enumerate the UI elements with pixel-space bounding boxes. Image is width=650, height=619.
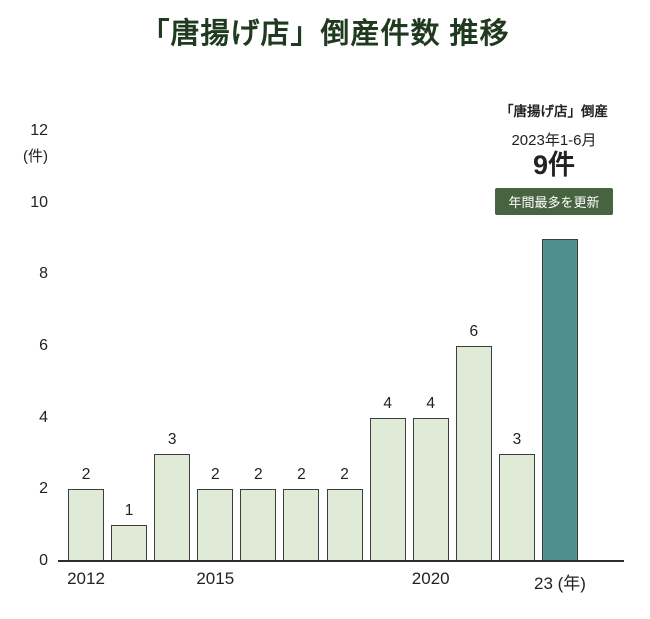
bar-value-label: 2 — [81, 466, 91, 484]
chart-title: 「唐揚げ店」倒産件数 推移 — [140, 18, 510, 50]
bar-value-label: 4 — [383, 394, 392, 412]
bar-2018 — [326, 489, 363, 561]
bar-chart: 2 1 3 2 2 2 2 4 4 6 3 — [68, 131, 578, 561]
bar-value-label: 2 — [254, 466, 263, 484]
y-axis-tick-label: 4 — [39, 408, 48, 426]
bar-value-label: 1 — [124, 502, 134, 520]
annotation-box: 「唐揚げ店」倒産 2023年1-6月 9件 年間最多を更新 — [478, 100, 630, 215]
bar-2022 — [498, 453, 535, 561]
bar-value-label: 3 — [512, 430, 522, 448]
bar-value-label: 2 — [210, 466, 220, 484]
bar-2021 — [455, 346, 492, 561]
bar-2017 — [283, 489, 320, 561]
x-axis-tick-label: 23 (年) — [534, 574, 586, 593]
y-axis-tick-label: 6 — [39, 337, 48, 354]
y-axis-tick-label: 8 — [39, 265, 48, 283]
bar-value-label: 3 — [167, 430, 177, 448]
bar-2016 — [240, 489, 277, 561]
bar-2013 — [111, 525, 148, 561]
x-axis-tick-label: 2015 — [196, 569, 235, 588]
bar-2014 — [154, 453, 191, 561]
annotation-period: 2023年1-6月 — [511, 132, 597, 149]
y-axis-unit-label: (件) — [23, 148, 48, 165]
y-axis-tick-label: 0 — [39, 552, 48, 569]
bar-2015 — [197, 489, 234, 561]
annotation-heading: 「唐揚げ店」倒産 — [500, 104, 608, 119]
y-axis-tick-label: 12 — [30, 122, 48, 139]
bar-2020 — [412, 417, 449, 561]
x-axis-labels: 2012 2015 2020 23 (年) — [67, 569, 586, 595]
x-axis-tick-label: 2020 — [411, 569, 450, 588]
bar-2023 — [542, 238, 578, 561]
y-axis: (件) 12 10 8 6 4 2 0 — [10, 122, 48, 569]
bar-value-label: 2 — [340, 466, 349, 484]
y-axis-tick-label: 2 — [39, 480, 48, 498]
x-axis-tick-label: 2012 — [67, 569, 105, 588]
bar-2012 — [68, 489, 104, 561]
y-axis-tick-label: 10 — [30, 193, 48, 211]
annotation-value: 9件 — [532, 150, 576, 180]
bar-value-label: 2 — [297, 466, 306, 484]
bar-value-label: 4 — [426, 394, 436, 412]
bar-2019 — [369, 417, 406, 561]
bar-value-label: 6 — [469, 323, 479, 340]
record-badge: 年間最多を更新 — [495, 187, 613, 215]
x-axis-line — [58, 560, 624, 562]
